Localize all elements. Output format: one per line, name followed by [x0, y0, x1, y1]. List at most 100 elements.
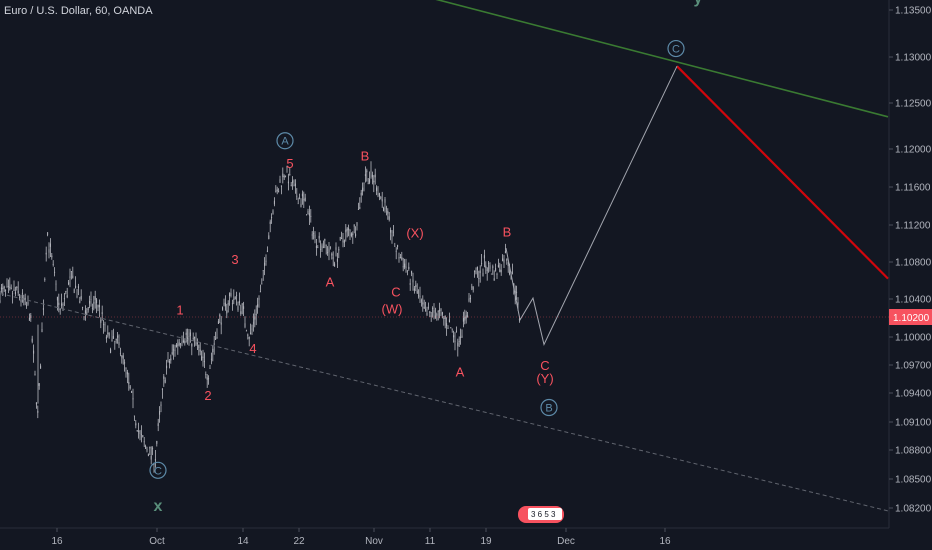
time-axis[interactable] — [0, 528, 889, 550]
candle-body — [499, 269, 501, 273]
candle-body — [108, 332, 110, 336]
wave-projection[interactable] — [505, 65, 678, 346]
candle-body — [406, 270, 408, 272]
candle-body — [513, 283, 515, 286]
candle-body — [334, 263, 336, 267]
time-tick-label: 11 — [425, 536, 436, 547]
candle-body — [390, 229, 392, 233]
candle-body — [79, 301, 81, 304]
candle-body — [31, 338, 33, 342]
candle-body — [376, 187, 378, 191]
candle-body — [54, 271, 56, 273]
candle-body — [19, 296, 21, 298]
candle-body — [426, 313, 428, 316]
candle-body — [136, 430, 138, 431]
candle-body — [261, 283, 263, 285]
candle-body — [409, 283, 411, 285]
candle-body — [370, 170, 372, 172]
price-tick-label: 1.09400 — [895, 389, 932, 400]
candle-body — [332, 257, 334, 259]
candle-body — [157, 423, 159, 426]
candle-body — [7, 286, 9, 287]
candle-body — [350, 233, 352, 236]
candle-body — [405, 266, 407, 269]
candle-body — [306, 214, 308, 216]
degree-label: x — [154, 498, 163, 515]
candle-body — [33, 350, 35, 354]
candle-body — [90, 299, 92, 300]
candle-body — [238, 300, 240, 304]
candle-body — [420, 300, 422, 302]
candle-body — [247, 334, 249, 336]
candle-body — [363, 182, 365, 184]
candle-body — [413, 288, 415, 291]
price-axis[interactable] — [889, 0, 932, 528]
wave-label: C — [391, 285, 400, 300]
trendline-dashed[interactable] — [0, 292, 889, 512]
candle-body — [327, 252, 329, 253]
candle-body — [12, 293, 14, 295]
candle-body — [373, 180, 375, 183]
candle-body — [481, 263, 483, 264]
candle-body — [16, 286, 18, 288]
candle-body — [255, 313, 257, 316]
trendline-group[interactable] — [0, 0, 889, 512]
candle-body — [380, 197, 382, 200]
candle-body — [425, 308, 427, 312]
candle-body — [317, 247, 319, 249]
candle-body — [422, 302, 424, 305]
candle-body — [381, 199, 383, 202]
price-tick-label: 1.08200 — [895, 504, 932, 515]
candle-body — [223, 303, 225, 305]
candle-body — [208, 378, 210, 380]
candle-body — [212, 348, 214, 353]
candle-body — [139, 430, 141, 434]
candle-body — [423, 306, 425, 309]
candle-body — [265, 260, 267, 263]
candle-body — [119, 353, 121, 355]
candle-body — [181, 342, 183, 343]
candle-body — [397, 244, 399, 247]
candle-body — [217, 321, 219, 324]
candle-body — [296, 195, 298, 197]
candle-body — [476, 266, 478, 270]
candle-body — [287, 181, 289, 184]
candle-body — [346, 228, 348, 231]
candle-body — [230, 293, 232, 296]
trendline-green[interactable] — [412, 0, 889, 118]
circled-wave-marker — [667, 39, 685, 58]
candle-body — [385, 207, 387, 209]
candle-body — [72, 275, 74, 279]
candle-body — [345, 229, 347, 233]
candle-body — [26, 305, 28, 307]
price-tick-label: 1.13000 — [895, 53, 932, 64]
time-tick-label: 19 — [480, 536, 492, 547]
candle-body — [391, 235, 393, 237]
candle-body — [468, 298, 470, 302]
candle-body — [104, 324, 106, 326]
candle-body — [198, 344, 200, 349]
candle-body — [97, 304, 99, 308]
candle-body — [91, 307, 93, 309]
candle-body — [166, 365, 168, 369]
candle-body — [241, 303, 243, 305]
candle-body — [469, 297, 471, 300]
projection-path[interactable] — [505, 65, 678, 346]
symbol-title[interactable]: Euro / U.S. Dollar, 60, OANDA — [4, 5, 153, 17]
candle-body — [240, 311, 242, 315]
candle-body — [175, 344, 177, 348]
time-axis-ticks: 16 Oct 14 22 Nov 11 19 Dec 16 — [51, 528, 671, 547]
candle-body — [418, 295, 420, 297]
wave-label: 4 — [249, 341, 256, 356]
candle-body — [215, 338, 217, 340]
candle-body — [507, 265, 509, 266]
candle-body — [285, 175, 287, 177]
bar-countdown-badge[interactable]: 3 6 5 3 — [518, 506, 564, 523]
trendline-red[interactable] — [676, 65, 889, 280]
candle-body — [266, 250, 268, 253]
candle-body — [133, 415, 135, 417]
candle-body — [170, 358, 172, 361]
candle-body — [314, 234, 316, 239]
candle-body — [125, 368, 127, 369]
